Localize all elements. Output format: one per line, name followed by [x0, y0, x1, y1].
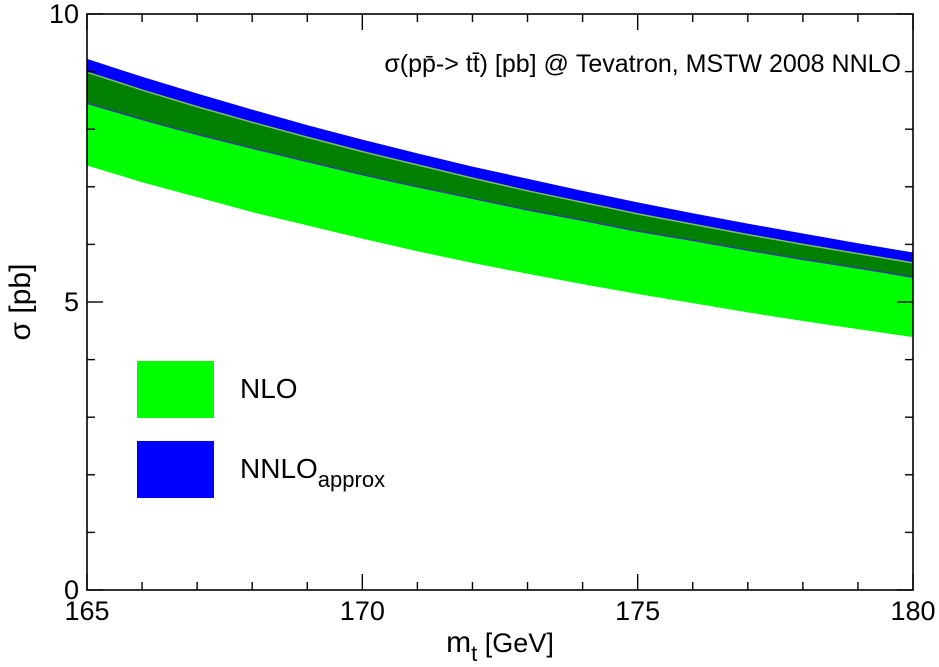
- legend: NLO NNLOapprox: [137, 361, 385, 498]
- overlap-band: [87, 72, 913, 278]
- x-tick-labels: 165 170 175 180: [64, 596, 935, 626]
- axis-ticks: [86, 13, 914, 591]
- x-axis-label-main: m: [446, 626, 471, 659]
- y-tick-label: 5: [64, 287, 79, 317]
- legend-label-nlo: NLO: [240, 373, 298, 404]
- y-tick-label: 0: [64, 575, 79, 605]
- y-axis-label: σ [pb]: [4, 264, 37, 341]
- legend-label-nnlo-approx: NNLOapprox: [240, 453, 385, 492]
- chart-title: σ(pp̄-> tt̄) [pb] @ Tevatron, MSTW 2008 …: [384, 50, 901, 78]
- nlo-band: [87, 103, 913, 338]
- overlap-edge-upper: [87, 71, 913, 264]
- nnlo-approx-band: [87, 58, 913, 263]
- x-tick-label: 170: [340, 596, 385, 626]
- x-axis-label-unit: [GeV]: [477, 628, 554, 658]
- x-tick-label: 165: [64, 596, 109, 626]
- x-tick-label: 180: [890, 596, 935, 626]
- overlap-edge-lower: [87, 102, 913, 278]
- x-axis-label-sub: t: [471, 641, 477, 666]
- legend-swatch-nnlo-approx: [137, 441, 214, 498]
- legend-label-nnlo-main: NNLO: [240, 453, 318, 484]
- y-tick-label: 10: [49, 0, 79, 29]
- legend-swatch-nlo: [137, 361, 214, 418]
- x-tick-label: 175: [615, 596, 660, 626]
- y-tick-labels: 0 5 10: [49, 0, 79, 605]
- x-axis-label: mt [GeV]: [446, 626, 554, 666]
- legend-label-nnlo-sub: approx: [318, 467, 385, 492]
